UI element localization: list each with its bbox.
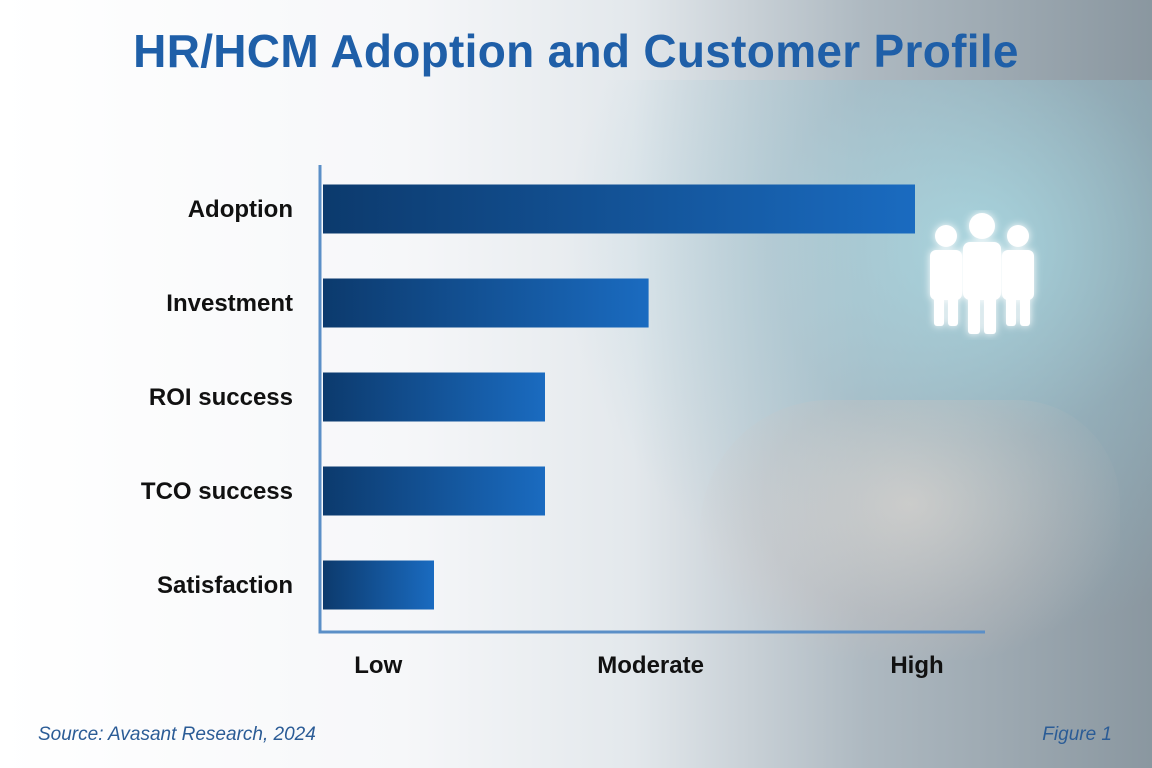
bar-investment [323,278,649,328]
category-label: Satisfaction [157,572,293,599]
bar-satisfaction [323,560,434,610]
chart-title: HR/HCM Adoption and Customer Profile [133,25,1019,77]
figure-label: Figure 1 [1042,724,1112,745]
people-icon [930,213,1034,334]
category-label: Investment [166,290,293,317]
x-tick-label: Low [354,652,402,679]
background-hand [700,400,1120,660]
bar-adoption [323,184,915,234]
category-label: TCO success [141,478,293,505]
source-note: Source: Avasant Research, 2024 [38,724,316,745]
x-tick-label: High [890,652,943,679]
category-label: Adoption [188,196,293,223]
category-label: ROI success [149,384,293,411]
bar-roi-success [323,372,545,422]
x-tick-label: Moderate [597,652,704,679]
bar-tco-success [323,466,545,516]
